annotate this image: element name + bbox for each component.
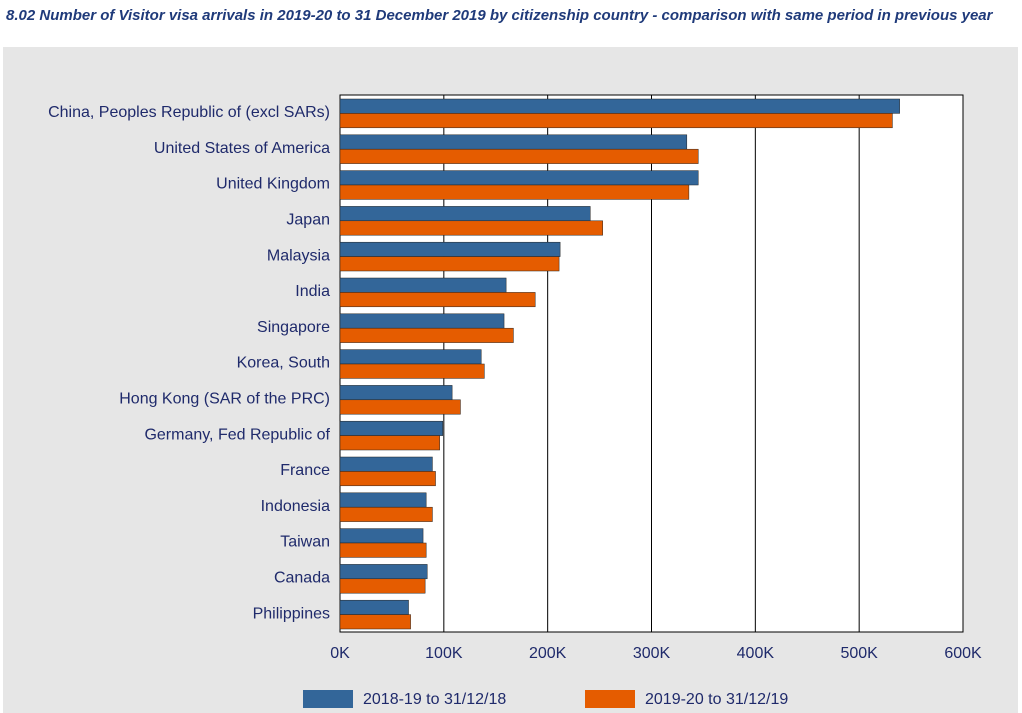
y-tick-label: Indonesia [261,498,330,515]
bar [339,363,485,379]
y-tick-label: United Kingdom [216,176,330,193]
y-tick-label: United States of America [154,140,330,157]
bar [339,456,433,472]
bar [339,492,427,508]
y-tick-label: Singapore [257,319,330,336]
bar [339,564,428,580]
legend-label: 2019-20 to 31/12/19 [645,691,788,708]
bar [339,292,536,308]
legend-swatch [303,690,353,708]
bar [339,542,427,558]
bar [339,148,699,164]
bar [339,528,424,544]
bar [339,184,690,200]
bar [339,313,505,329]
bar [339,241,561,257]
bar [339,170,699,186]
bar [339,420,444,436]
y-tick-label: India [295,283,330,300]
y-tick-label: Philippines [253,605,330,622]
bar [339,578,426,594]
bar [339,277,507,293]
x-tick-label: 200K [529,645,567,662]
bar [339,614,411,630]
legend-label: 2018-19 to 31/12/18 [363,691,506,708]
bar [339,385,453,401]
bar [339,435,440,451]
bar [339,599,409,615]
x-tick-label: 0K [330,645,350,662]
bar [339,327,514,343]
bar [339,113,893,129]
bar [339,256,560,272]
y-tick-label: Malaysia [267,247,330,264]
bar [339,220,603,236]
bar [339,506,433,522]
chart-title: 8.02 Number of Visitor visa arrivals in … [6,7,993,24]
x-tick-label: 300K [633,645,671,662]
y-tick-label: China, Peoples Republic of (excl SARs) [48,104,330,121]
y-tick-label: Korea, South [237,355,330,372]
x-tick-label: 400K [737,645,775,662]
legend-swatch [585,690,635,708]
bar [339,134,688,150]
bar [339,98,900,114]
x-tick-label: 600K [944,645,982,662]
bar [339,206,591,222]
y-tick-label: France [280,462,330,479]
bar [339,471,436,487]
x-tick-label: 500K [840,645,878,662]
y-tick-label: Hong Kong (SAR of the PRC) [119,391,330,408]
y-tick-label: Canada [274,570,330,587]
x-tick-label: 100K [425,645,463,662]
y-tick-label: Taiwan [280,534,330,551]
bar [339,399,461,415]
bar [339,349,482,365]
y-tick-label: Japan [286,212,330,229]
y-tick-label: Germany, Fed Republic of [144,426,330,443]
